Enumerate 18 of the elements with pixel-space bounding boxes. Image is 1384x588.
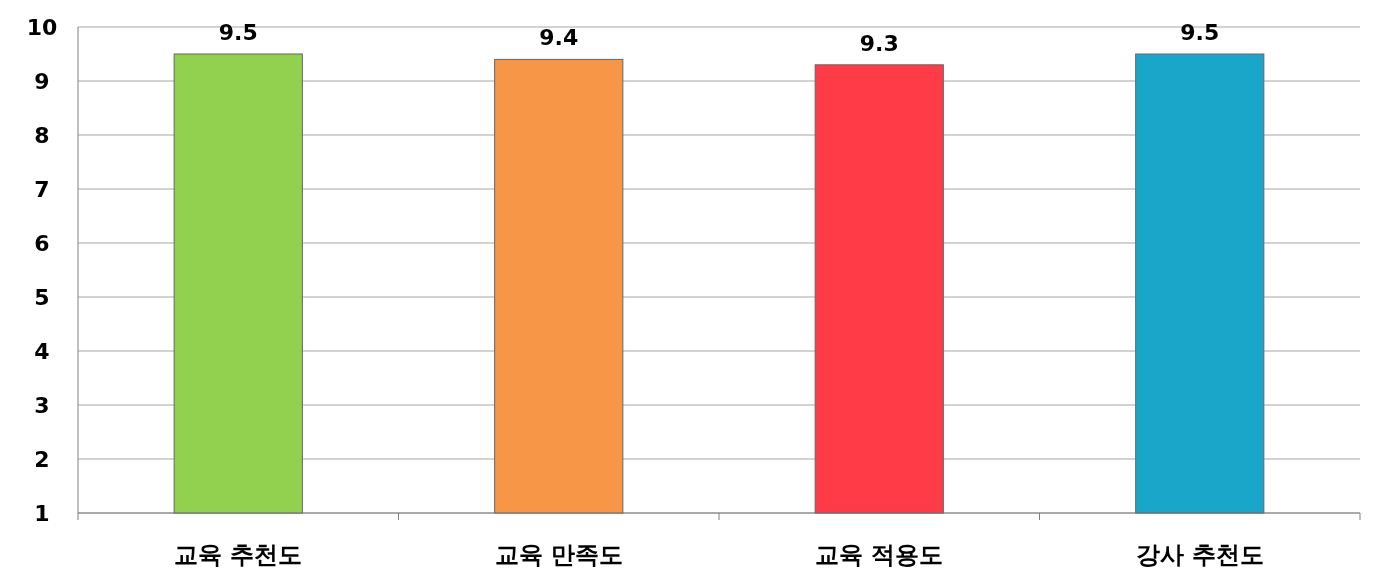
data-label: 9.3 — [859, 30, 899, 56]
y-tick-label: 2 — [34, 447, 50, 472]
x-tick-label: 강사 추천도 — [1135, 541, 1264, 569]
y-tick-label: 5 — [34, 285, 50, 310]
y-tick-label: 9 — [34, 69, 50, 94]
y-tick-label: 3 — [34, 393, 50, 418]
data-label: 9.5 — [1180, 20, 1220, 45]
y-tick-label: 7 — [34, 177, 50, 202]
data-label: 9.5 — [218, 20, 258, 45]
x-tick-label: 교육 만족도 — [494, 541, 623, 569]
y-tick-label: 4 — [34, 339, 50, 364]
x-tick-label: 교육 추천도 — [174, 541, 303, 569]
y-tick-label: 8 — [34, 123, 50, 148]
y-tick-label: 6 — [34, 231, 50, 256]
y-tick-label: 1 — [34, 501, 50, 526]
y-tick-label: 10 — [26, 15, 58, 40]
x-tick-label: 교육 적용도 — [815, 541, 944, 569]
data-label: 9.4 — [539, 25, 579, 51]
